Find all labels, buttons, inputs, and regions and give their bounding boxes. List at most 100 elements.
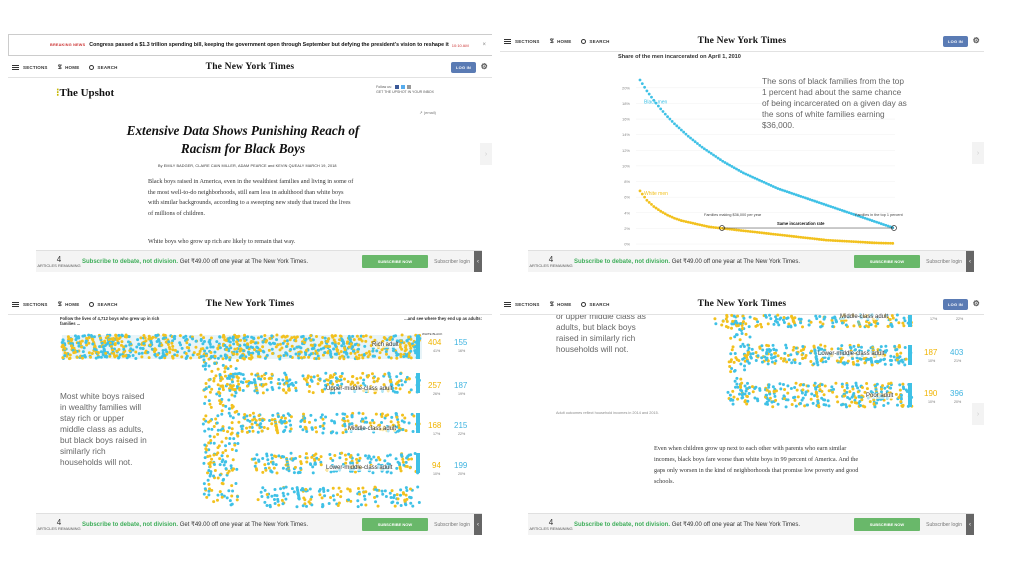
person-dot <box>283 339 287 343</box>
next-arrow[interactable]: › <box>480 143 492 165</box>
person-dot <box>226 430 230 434</box>
person-dot <box>294 389 298 393</box>
search-button[interactable]: SEARCH <box>89 302 117 307</box>
nyt-logo[interactable]: The New York Times <box>697 36 787 46</box>
person-dot <box>743 384 747 388</box>
home-button[interactable]: 𝕿 HOME <box>58 300 80 309</box>
collapse-arrow-icon[interactable]: ‹ <box>966 513 974 535</box>
next-arrow[interactable]: › <box>972 142 984 164</box>
login-button[interactable]: LOG IN <box>451 62 476 73</box>
person-dot <box>294 386 298 390</box>
person-dot <box>290 381 294 385</box>
share-email[interactable]: ↗ (email) <box>419 110 436 115</box>
subscriber-login-link[interactable]: Subscriber login <box>434 258 470 265</box>
search-label: SEARCH <box>97 65 118 70</box>
person-dot <box>357 486 361 490</box>
person-dot <box>739 362 743 366</box>
follow-sub[interactable]: GET THE UPSHOT IN YOUR INBOX <box>376 90 434 94</box>
person-dot <box>867 357 871 361</box>
subscribe-button[interactable]: SUBSCRIBE NOW <box>853 255 921 268</box>
subscriber-login-link[interactable]: Subscriber login <box>434 521 470 528</box>
person-dot <box>173 348 177 352</box>
person-dot <box>173 353 177 357</box>
person-dot <box>341 431 345 435</box>
home-button[interactable]: 𝕿 HOME <box>58 63 80 72</box>
person-dot <box>244 380 248 384</box>
white-men-point <box>675 217 679 221</box>
collapse-arrow-icon[interactable]: ‹ <box>966 250 974 272</box>
person-dot <box>395 466 399 470</box>
search-button[interactable]: SEARCH <box>581 302 609 307</box>
person-dot <box>112 351 116 355</box>
sections-button[interactable]: SECTIONS <box>504 302 540 307</box>
facebook-icon[interactable] <box>394 85 399 90</box>
twitter-icon[interactable] <box>400 85 405 90</box>
person-dot <box>324 371 328 375</box>
person-dot <box>859 357 863 361</box>
person-dot <box>395 493 399 497</box>
person-dot <box>322 488 326 492</box>
gear-icon[interactable]: ⚙ <box>480 62 488 71</box>
person-dot <box>283 371 287 375</box>
person-dot <box>228 344 232 348</box>
person-dot <box>332 391 336 395</box>
person-dot <box>263 356 267 360</box>
person-dot <box>732 360 736 364</box>
breaking-text[interactable]: Congress passed a $1.3 trillion spending… <box>89 42 449 48</box>
person-dot <box>221 427 225 431</box>
gear-icon[interactable]: ⚙ <box>972 299 980 308</box>
person-dot <box>267 348 271 352</box>
person-dot <box>328 375 332 379</box>
login-button[interactable]: LOG IN <box>943 36 968 47</box>
collapse-arrow-icon[interactable]: ‹ <box>474 513 482 535</box>
home-button[interactable]: 𝕿 HOME <box>550 37 572 46</box>
person-dot <box>766 322 770 326</box>
sections-button[interactable]: SECTIONS <box>12 65 48 70</box>
black-men-point <box>760 179 764 183</box>
person-dot <box>211 345 215 349</box>
nyt-logo[interactable]: The New York Times <box>697 299 787 309</box>
subscriber-login-link[interactable]: Subscriber login <box>926 521 962 528</box>
person-dot <box>138 346 142 350</box>
gear-icon[interactable]: ⚙ <box>972 36 980 45</box>
person-dot <box>249 353 253 357</box>
sections-button[interactable]: SECTIONS <box>504 39 540 44</box>
person-dot <box>230 393 234 397</box>
person-dot <box>774 389 778 393</box>
nyt-logo[interactable]: The New York Times <box>205 62 295 72</box>
search-button[interactable]: SEARCH <box>89 65 117 70</box>
nyt-logo[interactable]: The New York Times <box>205 299 295 309</box>
panel-flow-chart-lower: SECTIONS 𝕿 HOME SEARCH The New York Times… <box>500 295 984 535</box>
close-icon[interactable]: × <box>482 42 486 48</box>
white-men-point <box>647 200 651 204</box>
email-icon[interactable] <box>406 85 411 90</box>
breaking-news-banner[interactable]: BREAKING NEWS Congress passed a $1.3 tri… <box>8 34 492 56</box>
next-arrow[interactable]: › <box>972 403 984 425</box>
person-dot <box>854 396 858 400</box>
person-dot <box>267 466 271 470</box>
black-men-point <box>838 208 842 212</box>
person-dot <box>760 325 764 329</box>
person-dot <box>398 463 402 467</box>
person-dot <box>741 314 745 318</box>
black-men-point <box>638 78 642 82</box>
sections-button[interactable]: SECTIONS <box>12 302 48 307</box>
login-button[interactable]: LOG IN <box>943 299 968 310</box>
subscribe-button[interactable]: SUBSCRIBE NOW <box>853 518 921 531</box>
collapse-arrow-icon[interactable]: ‹ <box>474 250 482 272</box>
subscriber-login-link[interactable]: Subscriber login <box>926 258 962 265</box>
search-button[interactable]: SEARCH <box>581 39 609 44</box>
subscribe-button[interactable]: SUBSCRIBE NOW <box>361 518 429 531</box>
person-dot <box>374 412 378 416</box>
person-dot <box>290 344 294 348</box>
person-dot <box>875 382 879 386</box>
person-dot <box>268 337 272 341</box>
person-dot <box>202 461 206 465</box>
person-dot <box>120 334 124 338</box>
bucket-bar <box>416 453 420 473</box>
person-dot <box>274 463 278 467</box>
section-logo[interactable]: ⁝The Upshot <box>56 86 114 99</box>
person-dot <box>353 383 357 387</box>
home-button[interactable]: 𝕿 HOME <box>550 300 572 309</box>
subscribe-button[interactable]: SUBSCRIBE NOW <box>361 255 429 268</box>
